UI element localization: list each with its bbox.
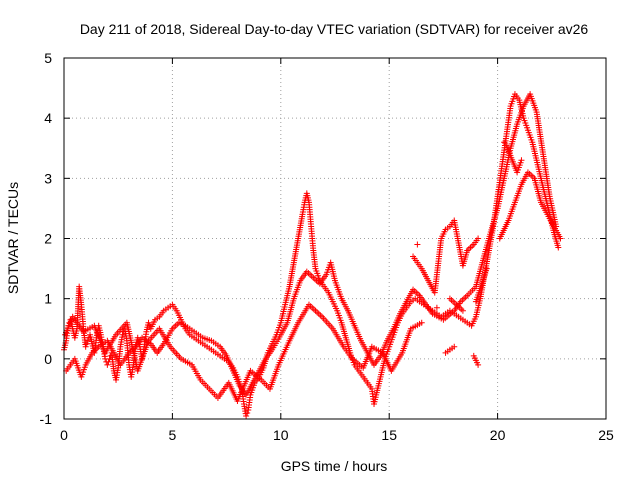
y-tick-label: 4 <box>44 110 52 126</box>
data-point <box>475 361 482 368</box>
x-tick-label: 15 <box>381 427 397 443</box>
data-point <box>145 319 152 326</box>
y-tick-label: 2 <box>44 231 52 247</box>
data-point <box>104 361 111 368</box>
y-tick-label: -1 <box>40 411 53 427</box>
x-tick-label: 0 <box>60 427 68 443</box>
x-tick-label: 20 <box>490 427 506 443</box>
data-point <box>243 412 250 419</box>
data-point <box>83 340 90 347</box>
data-series <box>61 91 562 419</box>
x-tick-label: 10 <box>273 427 289 443</box>
data-point <box>451 343 458 350</box>
y-tick-label: 5 <box>44 50 52 66</box>
data-point <box>418 319 425 326</box>
data-series <box>63 91 560 398</box>
data-point <box>433 304 440 311</box>
plot-area <box>61 91 564 419</box>
x-tick-label: 5 <box>169 427 177 443</box>
data-point <box>244 409 251 416</box>
y-tick-label: 1 <box>44 291 52 307</box>
data-point <box>555 244 562 251</box>
chart-title: Day 211 of 2018, Sidereal Day-to-day VTE… <box>80 21 589 37</box>
x-tick-label: 25 <box>598 427 614 443</box>
data-point <box>557 235 564 242</box>
data-point <box>82 343 89 350</box>
data-point <box>518 157 525 164</box>
y-tick-label: 0 <box>44 351 52 367</box>
x-axis-label: GPS time / hours <box>281 458 388 474</box>
data-point <box>501 139 508 146</box>
data-point <box>459 307 466 314</box>
y-axis-label: SDTVAR / TECUs <box>5 182 21 294</box>
y-tick-label: 3 <box>44 170 52 186</box>
data-point <box>475 235 482 242</box>
data-series <box>62 169 564 404</box>
data-series <box>410 139 525 368</box>
data-point <box>119 331 126 338</box>
grid <box>64 58 606 419</box>
data-point <box>84 337 91 344</box>
data-point <box>483 265 490 272</box>
data-point <box>414 241 421 248</box>
axis-ticks: 0 5 10 15 20 25 -1 0 1 2 3 4 5 <box>40 50 614 443</box>
